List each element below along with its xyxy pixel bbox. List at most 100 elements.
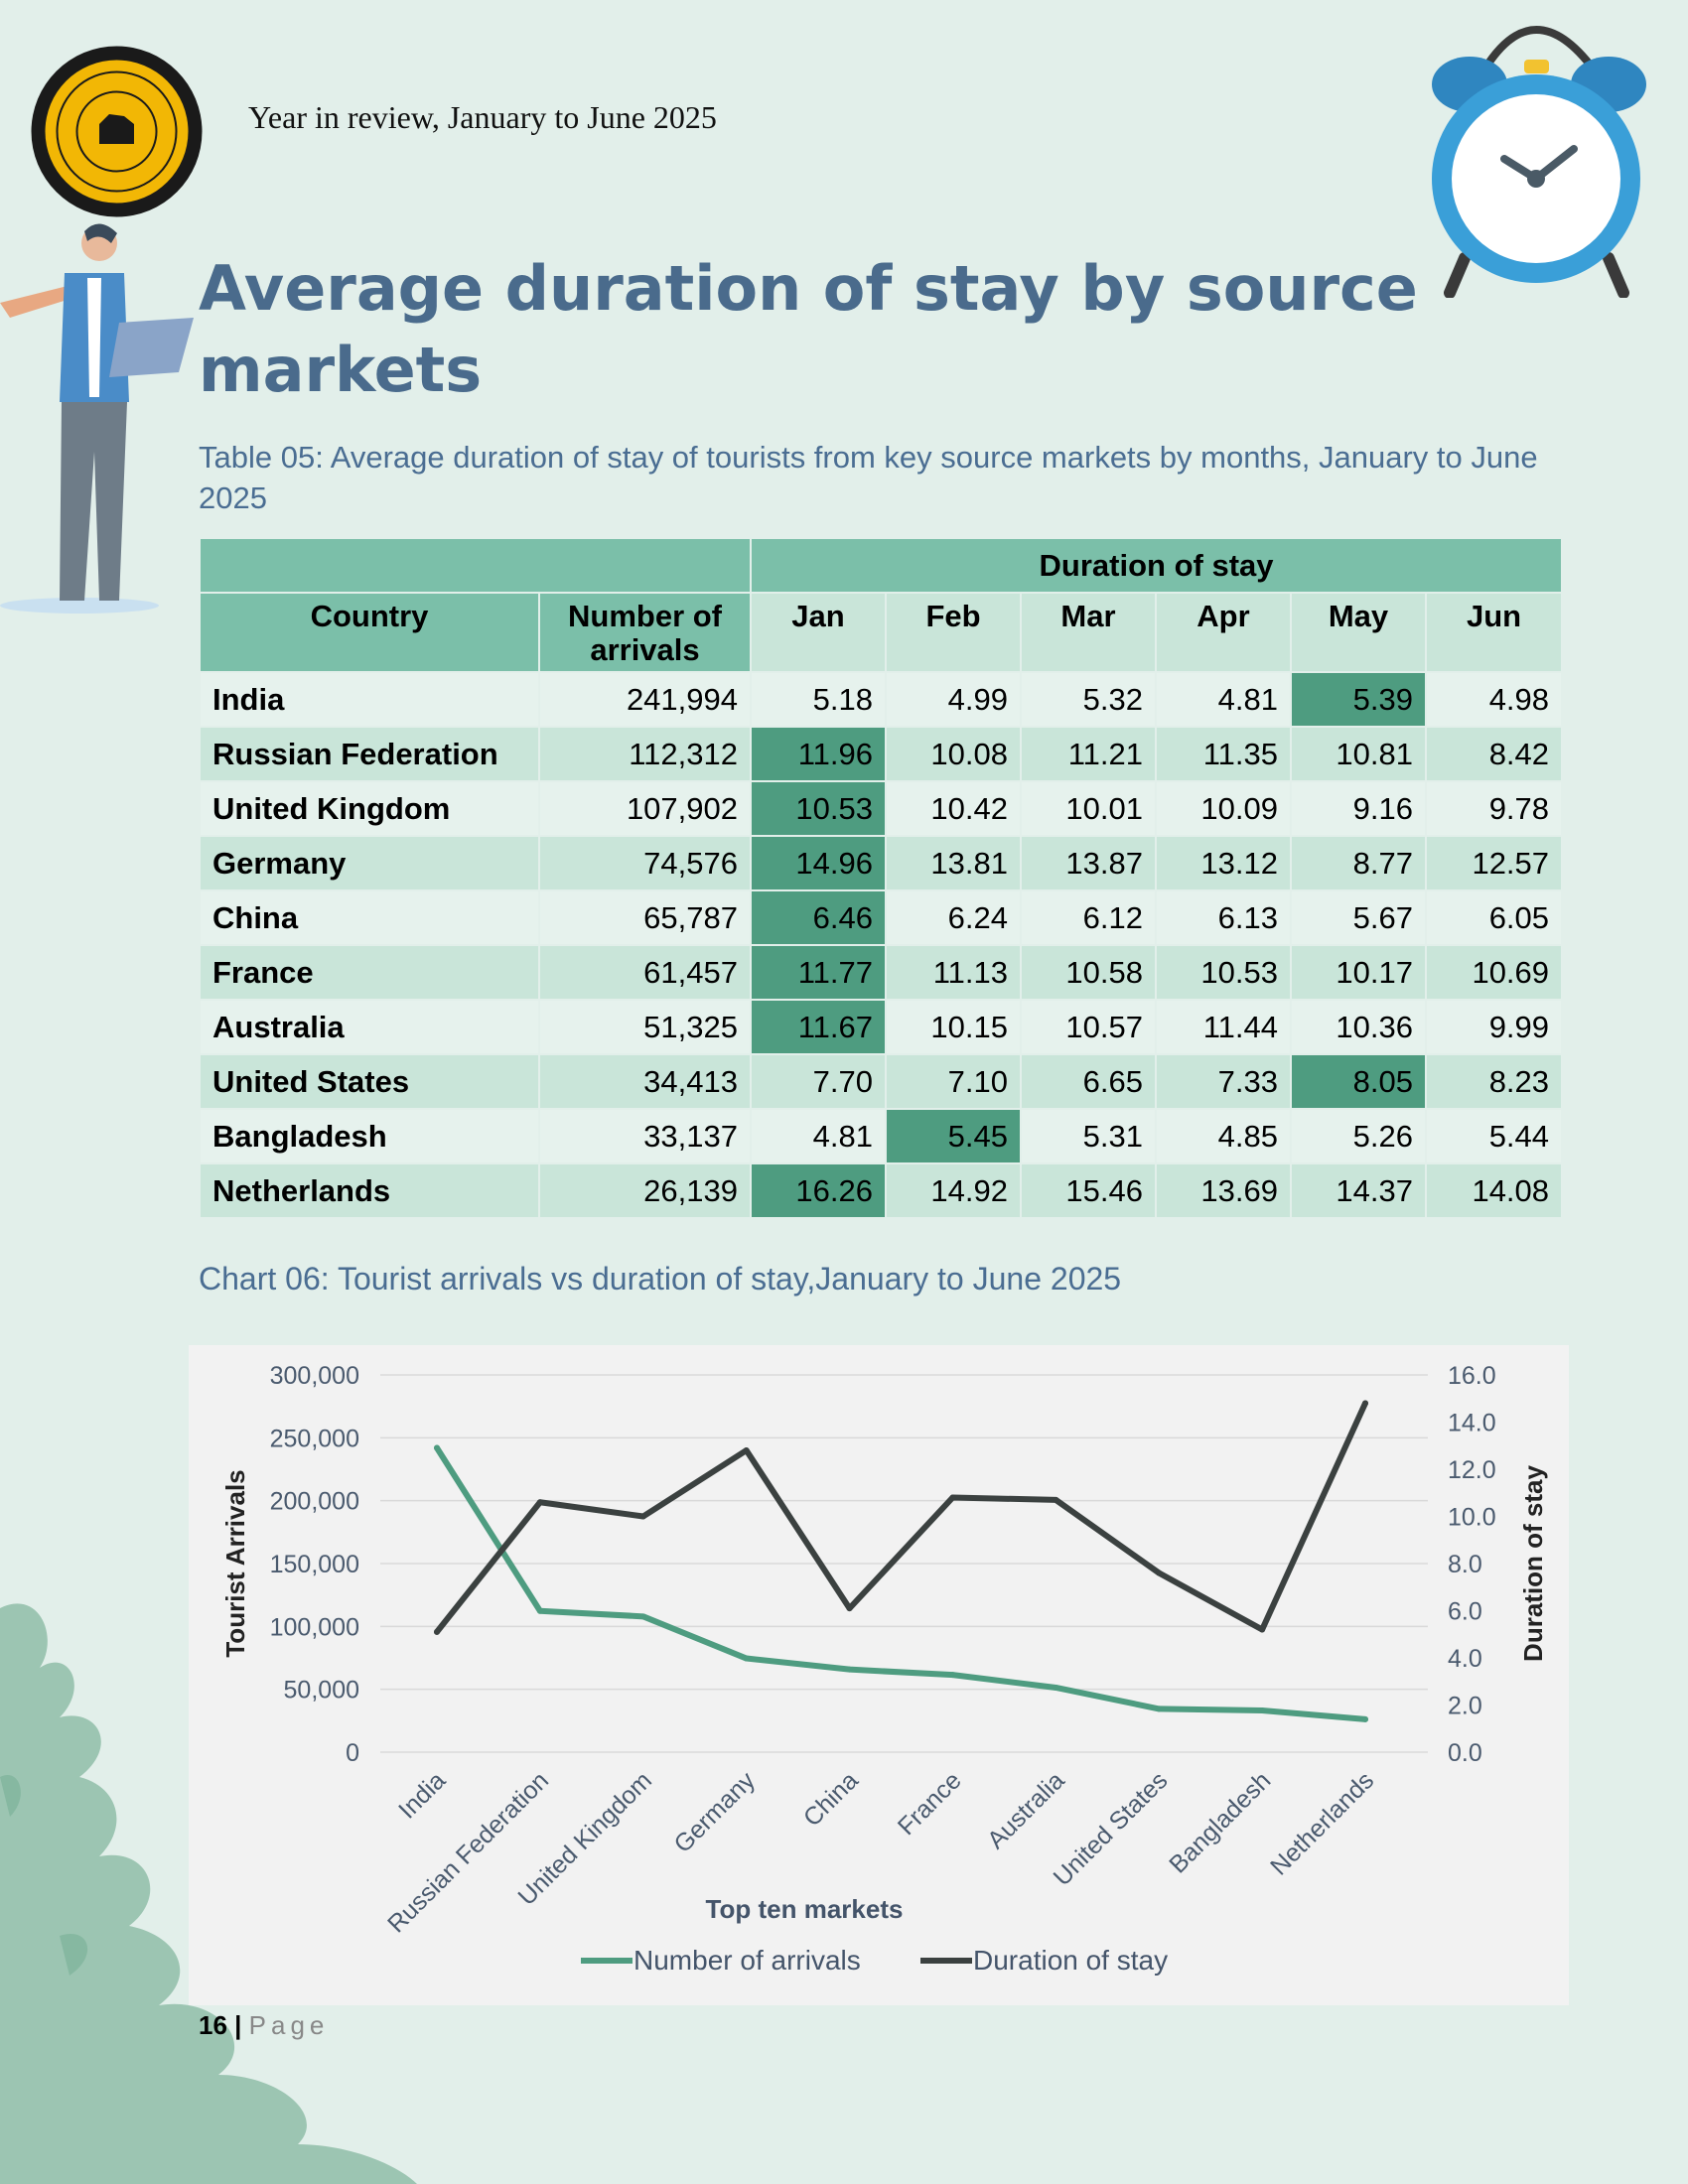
duration-cell-highlight: 5.45	[885, 1108, 1022, 1164]
duration-cell: 14.37	[1290, 1162, 1427, 1219]
y-axis-title: Tourist Arrivals	[220, 1469, 250, 1657]
duration-cell-highlight: 8.05	[1290, 1053, 1427, 1110]
arrivals-point	[846, 1666, 853, 1673]
duration-cell: 12.57	[1424, 835, 1564, 891]
duration-cell: 14.08	[1424, 1162, 1564, 1219]
duration-cell-highlight: 11.96	[750, 726, 887, 782]
arrivals-line	[434, 1444, 1368, 1722]
duration-cell: 4.85	[1155, 1108, 1292, 1164]
page-word: Page	[248, 2010, 330, 2040]
country-cell: United Kingdom	[199, 780, 540, 837]
arrivals-cell: 26,139	[538, 1162, 752, 1219]
arrivals-cell: 74,576	[538, 835, 752, 891]
arrivals-point	[1053, 1684, 1059, 1691]
x-tick-label: Bangladesh	[1164, 1766, 1276, 1878]
alarm-clock-icon	[1432, 26, 1646, 298]
country-cell: France	[199, 944, 540, 1001]
chart-caption: Chart 06: Tourist arrivals vs duration o…	[199, 1261, 1122, 1297]
y2-axis-title: Duration of stay	[1518, 1465, 1548, 1662]
duration-point	[846, 1605, 853, 1612]
table-header-blank	[199, 537, 752, 594]
duration-cell: 4.81	[1155, 671, 1292, 728]
page-title: Average duration of stay by source marke…	[199, 252, 1418, 406]
column-header: Feb	[885, 592, 1022, 673]
paint-splash-decoration	[0, 1603, 417, 2184]
table-row: India 241,994 5.18 4.99 5.32 4.81 5.39 4.98	[199, 671, 1564, 728]
table-row: Germany 74,576 14.96 13.81 13.87 13.12 8.77 12.…	[199, 835, 1564, 891]
duration-point	[1053, 1496, 1059, 1503]
duration-cell: 11.21	[1020, 726, 1157, 782]
duration-cell-highlight: 11.67	[750, 999, 887, 1055]
y2-tick-label: 0.0	[1448, 1739, 1482, 1767]
column-header: Apr	[1155, 592, 1292, 673]
duration-point	[1259, 1626, 1266, 1633]
table-body: India 241,994 5.18 4.99 5.32 4.81 5.39 4.98 Russ…	[199, 671, 1564, 1219]
duration-cell: 6.24	[885, 889, 1022, 946]
duration-cell: 10.36	[1290, 999, 1427, 1055]
legend-label-arrivals: Number of arrivals	[633, 1945, 861, 1976]
legend-label-duration: Duration of stay	[973, 1945, 1168, 1976]
duration-cell: 10.08	[885, 726, 1022, 782]
arrivals-cell: 107,902	[538, 780, 752, 837]
duration-cell: 15.46	[1020, 1162, 1157, 1219]
duration-cell-highlight: 16.26	[750, 1162, 887, 1219]
duration-cell: 14.92	[885, 1162, 1022, 1219]
y-tick-label: 50,000	[284, 1677, 359, 1705]
arrivals-vs-duration-chart: 0 50,000 100,000 150,000 200,000 250,000 300,0…	[220, 1362, 1548, 1976]
duration-cell: 5.32	[1020, 671, 1157, 728]
y2-tick-label: 2.0	[1448, 1693, 1482, 1720]
duration-cell: 7.33	[1155, 1053, 1292, 1110]
y-tick-label: 250,000	[270, 1425, 359, 1452]
table-row: Australia 51,325 11.67 10.15 10.57 11.44 10.36…	[199, 999, 1564, 1055]
country-cell: China	[199, 889, 540, 946]
duration-cell-highlight: 11.77	[750, 944, 887, 1001]
duration-cell: 6.65	[1020, 1053, 1157, 1110]
duration-cell: 5.67	[1290, 889, 1427, 946]
arrivals-cell: 51,325	[538, 999, 752, 1055]
arrivals-point	[743, 1655, 750, 1662]
country-cell: India	[199, 671, 540, 728]
arrivals-point	[639, 1613, 646, 1620]
column-header: Number of arrivals	[538, 592, 752, 673]
duration-cell: 6.05	[1424, 889, 1564, 946]
table-row: Netherlands 26,139 16.26 14.92 15.46 13.69 14.…	[199, 1162, 1564, 1219]
duration-cell: 13.12	[1155, 835, 1292, 891]
duration-point	[1362, 1400, 1368, 1407]
table-caption: Table 05: Average duration of stay of to…	[199, 440, 1538, 515]
duration-cell-highlight: 14.96	[750, 835, 887, 891]
duration-cell: 8.77	[1290, 835, 1427, 891]
duration-cell: 4.81	[750, 1108, 887, 1164]
arrivals-point	[1259, 1707, 1266, 1714]
y2-tick-label: 8.0	[1448, 1551, 1482, 1578]
duration-cell: 10.53	[1155, 944, 1292, 1001]
country-cell: Russian Federation	[199, 726, 540, 782]
page-number: 16	[199, 2010, 227, 2040]
duration-cell: 8.23	[1424, 1053, 1564, 1110]
duration-cell: 11.13	[885, 944, 1022, 1001]
y2-tick-label: 4.0	[1448, 1645, 1482, 1673]
duration-cell-highlight: 6.46	[750, 889, 887, 946]
arrivals-cell: 112,312	[538, 726, 752, 782]
duration-cell-highlight: 5.39	[1290, 671, 1427, 728]
page-footer: 16 | Page	[199, 2010, 329, 2041]
duration-table: Duration of stay Country Number of arriv…	[199, 537, 1564, 1219]
arrivals-point	[536, 1607, 543, 1614]
duration-cell: 4.98	[1424, 671, 1564, 728]
x-tick-label: Netherlands	[1265, 1766, 1379, 1880]
duration-point	[743, 1447, 750, 1453]
table-row: China 65,787 6.46 6.24 6.12 6.13 5.67 6.05	[199, 889, 1564, 946]
duration-cell: 6.12	[1020, 889, 1157, 946]
column-header: Jan	[750, 592, 887, 673]
y-tick-label: 300,000	[270, 1362, 359, 1390]
arrivals-cell: 34,413	[538, 1053, 752, 1110]
duration-point	[639, 1513, 646, 1520]
duration-cell: 11.35	[1155, 726, 1292, 782]
duration-cell-highlight: 10.53	[750, 780, 887, 837]
y2-tick-label: 16.0	[1448, 1362, 1496, 1390]
duration-cell: 6.13	[1155, 889, 1292, 946]
arrivals-point	[1362, 1715, 1368, 1722]
country-cell: United States	[199, 1053, 540, 1110]
person-illustration	[0, 223, 194, 614]
duration-point	[1156, 1570, 1163, 1576]
y-tick-label: 150,000	[270, 1551, 359, 1578]
